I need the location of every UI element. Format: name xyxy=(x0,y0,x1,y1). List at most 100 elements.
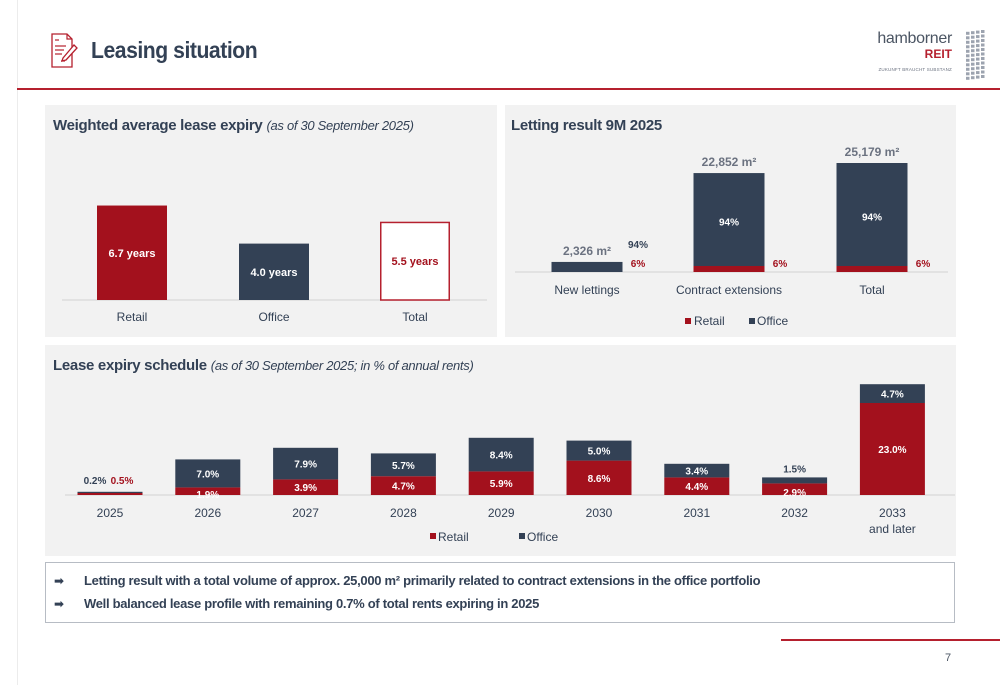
logo-grid-cell xyxy=(971,49,975,53)
logo-grid-cell xyxy=(966,40,970,44)
expiry-panel: Lease expiry schedule (as of 30 September… xyxy=(45,345,956,556)
office-value-label: 8.4% xyxy=(490,451,513,462)
x-tick-label: and later xyxy=(869,522,916,536)
office-value-label: 5.0% xyxy=(588,447,611,458)
logo-grid-cell xyxy=(976,48,980,52)
expiry-subtitle: (as of 30 September 2025; in % of annual… xyxy=(210,358,474,373)
data-label: 5.5 years xyxy=(391,256,438,268)
x-tick-label: 2026 xyxy=(194,506,221,520)
wale-panel: Weighted average lease expiry (as of 30 S… xyxy=(45,105,497,337)
logo-grid-cell xyxy=(981,66,985,69)
office-pct-label: 94% xyxy=(862,213,882,224)
legend-swatch-retail xyxy=(430,533,436,539)
logo-grid-cell xyxy=(971,44,975,48)
retail-value-label: 8.6% xyxy=(588,474,611,485)
bar-office xyxy=(664,463,730,478)
total-label: 2,326 m² xyxy=(563,244,611,258)
logo-grid-cell xyxy=(966,72,970,76)
logo-grid-cell xyxy=(981,52,985,56)
bar-retail xyxy=(762,483,828,495)
retail-pct-label: 6% xyxy=(631,259,646,270)
legend-label-office: Office xyxy=(527,530,558,544)
logo-grid-cell xyxy=(976,53,980,57)
total-label: 22,852 m² xyxy=(702,155,757,169)
bar-retail xyxy=(664,477,730,495)
bar-retail xyxy=(859,403,925,495)
logo-grid-cell xyxy=(966,58,970,62)
logo-grid-cell xyxy=(981,30,985,33)
retail-pct-label: 6% xyxy=(773,259,788,270)
logo-grid-cell xyxy=(981,34,985,38)
logo-grid-cell xyxy=(976,30,980,34)
logo-grid-cell xyxy=(976,66,980,70)
office-value-label: 1.5% xyxy=(783,464,806,475)
bar-retail xyxy=(77,493,143,495)
bar-office xyxy=(239,243,309,300)
letting-title: Letting result 9M 2025 xyxy=(511,117,662,134)
wale-chart: 6.7 years Retail 4.0 years Office 5.5 years T… xyxy=(62,205,487,324)
logo-grid-cell xyxy=(981,61,985,65)
logo-grid-cell xyxy=(971,76,975,80)
retail-value-label: 4.7% xyxy=(392,482,415,493)
logo-grid-cell xyxy=(971,58,975,62)
bar-office xyxy=(836,163,908,266)
logo-tagline: ZUKUNFT BRAUCHT SUBSTANZ xyxy=(878,67,952,72)
expiry-chart: 0.2% 0.5% 2025 1.9% 7.0% 2026 3.9% 7.9% 2027 4.7%… xyxy=(65,384,955,544)
expiry-title-text: Lease expiry schedule xyxy=(53,357,207,374)
page-title: Leasing situation xyxy=(91,37,258,63)
office-value-label: 7.9% xyxy=(294,460,317,471)
logo-grid-cell xyxy=(966,76,970,80)
x-tick-label: 2032 xyxy=(781,506,808,520)
logo-grid-cell xyxy=(966,63,970,67)
logo-grid-cell xyxy=(976,35,980,39)
slide-header: Leasing situation hamborner REIT ZUKUNFT… xyxy=(0,0,1000,90)
x-tick-label: 2028 xyxy=(390,506,417,520)
x-tick-label: 2033 xyxy=(879,506,906,520)
logo-grid-cell xyxy=(976,57,980,61)
retail-pct-label: 6% xyxy=(916,259,931,270)
retail-value-label: 0.5% xyxy=(111,476,134,487)
x-tick-label: 2029 xyxy=(488,506,515,520)
bar-office xyxy=(370,453,436,477)
legend-swatch-retail xyxy=(685,318,691,324)
bar-office xyxy=(77,491,143,493)
bar-retail xyxy=(566,460,632,495)
logo-grid-cell xyxy=(981,43,985,47)
logo-grid-cell xyxy=(971,31,975,35)
x-tick-label: New lettings xyxy=(554,283,619,297)
page-number: 7 xyxy=(945,652,952,664)
retail-value-label: 23.0% xyxy=(878,445,906,456)
office-value-label: 3.4% xyxy=(685,467,708,478)
wale-title-text: Weighted average lease expiry xyxy=(53,117,263,134)
logo-grid-cell xyxy=(981,39,985,42)
logo-grid-cell xyxy=(971,40,975,44)
legend-label-retail: Retail xyxy=(438,530,469,544)
x-tick-label: 2025 xyxy=(97,506,124,520)
legend-swatch-office xyxy=(519,533,525,539)
x-tick-label: Total xyxy=(859,283,884,297)
office-value-label: 5.7% xyxy=(392,461,415,472)
logo-grid-cell xyxy=(981,48,985,51)
x-tick-label: 2031 xyxy=(683,506,710,520)
bar-office xyxy=(859,384,925,403)
bar-office xyxy=(762,477,828,484)
logo-grid-cell xyxy=(976,44,980,48)
logo-grid-cell xyxy=(966,49,970,53)
bar-office xyxy=(273,447,339,480)
x-tick-label: Contract extensions xyxy=(676,283,782,297)
bar-office xyxy=(175,459,241,488)
logo-grid-cell xyxy=(971,67,975,71)
letting-chart: 2,326 m² 94% 6% New lettings 22,852 m² 94% 6% C… xyxy=(515,145,948,328)
logo-grid-cell xyxy=(966,54,970,58)
logo-grid-cell xyxy=(966,36,970,40)
logo-grid-cell xyxy=(981,70,985,74)
logo-grid-cell xyxy=(971,53,975,57)
legend-label-retail: Retail xyxy=(694,314,725,328)
office-pct-label: 94% xyxy=(719,218,739,229)
arrow-right-icon: ➡ xyxy=(54,574,64,588)
legend-swatch-office xyxy=(749,318,755,324)
x-tick-label: Total xyxy=(402,310,427,324)
bar-retail xyxy=(693,266,765,272)
logo-grid-cell xyxy=(981,75,985,78)
data-label: 4.0 years xyxy=(250,267,297,279)
